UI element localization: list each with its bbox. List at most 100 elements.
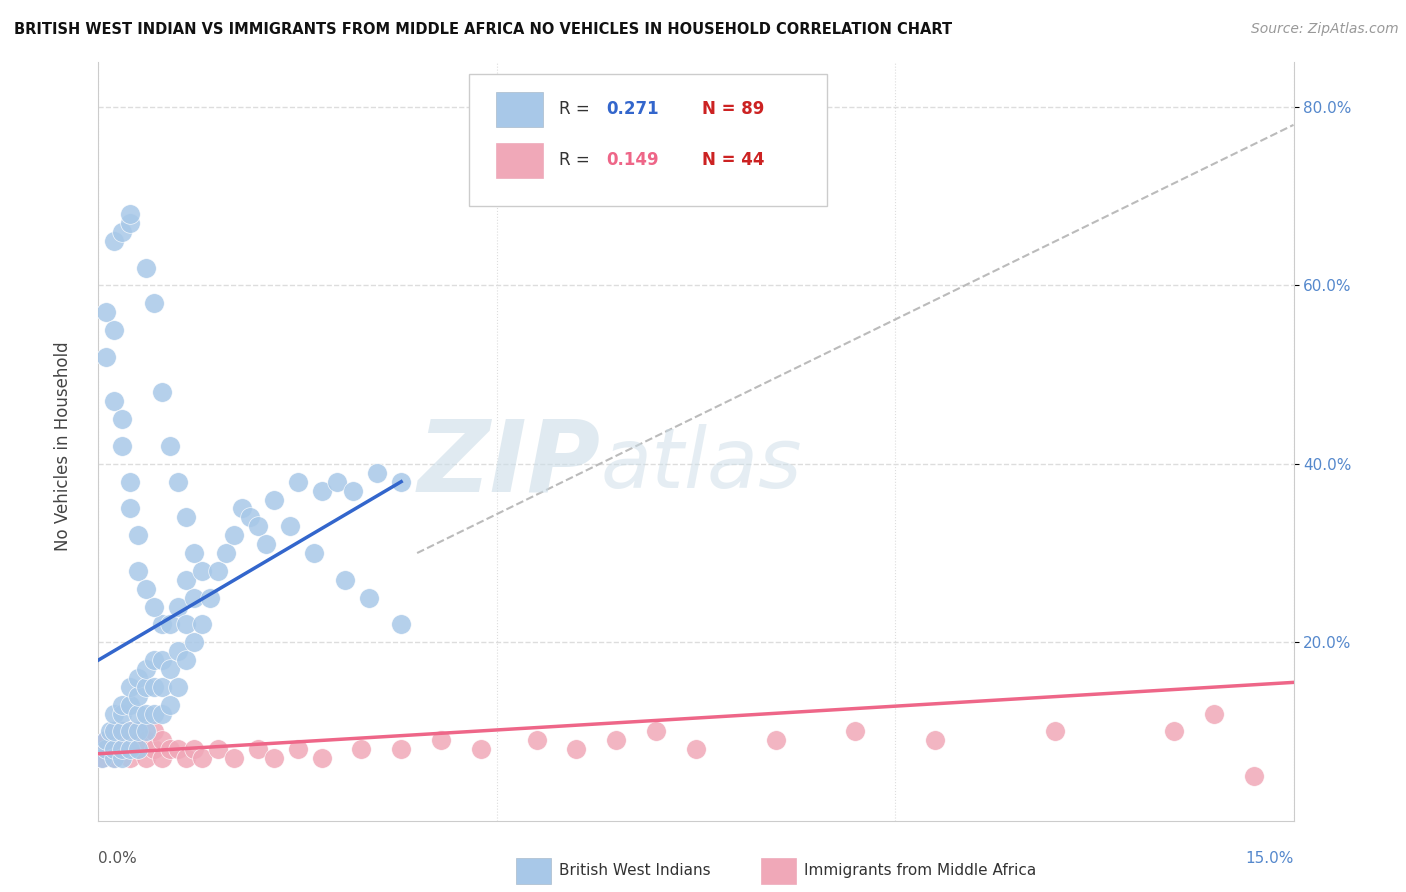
Point [263,492,285,507]
Text: 0.0%: 0.0% [98,851,138,866]
Point [103,724,125,739]
Point [215,546,238,560]
Point [135,733,157,747]
Text: atlas: atlas [600,424,801,505]
Point [287,742,309,756]
Text: 0.149: 0.149 [606,152,659,169]
Point [96,742,118,756]
Point [120,742,142,756]
Point [167,475,190,489]
Point [143,680,166,694]
Point [335,573,357,587]
Point [198,591,221,605]
Point [350,742,373,756]
Text: R =: R = [558,101,595,119]
Point [103,706,125,721]
Point [103,724,125,739]
Point [159,617,181,632]
Point [143,724,166,739]
Text: ZIP: ZIP [418,416,600,513]
Point [143,742,166,756]
Point [150,385,173,400]
Point [127,689,149,703]
Point [127,528,149,542]
FancyBboxPatch shape [496,143,543,178]
Point [96,305,118,319]
Point [159,742,181,756]
Text: N = 44: N = 44 [702,152,765,169]
Text: N = 89: N = 89 [702,101,765,119]
Point [135,724,157,739]
Text: Immigrants from Middle Africa: Immigrants from Middle Africa [804,863,1036,879]
Point [111,412,134,426]
Point [174,751,197,765]
Point [239,510,262,524]
Point [135,260,157,275]
Point [150,706,173,721]
Point [143,653,166,667]
Point [389,475,412,489]
Point [1043,724,1066,739]
Point [183,591,205,605]
Point [222,528,245,542]
Point [120,751,142,765]
Point [135,662,157,676]
Text: BRITISH WEST INDIAN VS IMMIGRANTS FROM MIDDLE AFRICA NO VEHICLES IN HOUSEHOLD CO: BRITISH WEST INDIAN VS IMMIGRANTS FROM M… [14,22,952,37]
Point [183,742,205,756]
Point [174,573,197,587]
Point [103,323,125,337]
Point [150,733,173,747]
Point [96,742,118,756]
Point [150,653,173,667]
Point [183,546,205,560]
Point [111,751,134,765]
Point [222,751,245,765]
Point [924,733,946,747]
Point [191,564,214,578]
Point [191,751,214,765]
Point [167,680,190,694]
Text: 15.0%: 15.0% [1246,851,1294,866]
Text: No Vehicles in Household: No Vehicles in Household [55,341,72,551]
Point [111,742,134,756]
Point [103,751,125,765]
Point [127,742,149,756]
Text: 0.271: 0.271 [606,101,659,119]
Point [159,439,181,453]
Point [159,662,181,676]
Point [207,564,229,578]
Point [389,742,412,756]
Point [120,724,142,739]
Point [765,733,787,747]
Point [135,751,157,765]
Point [127,742,149,756]
Text: R =: R = [558,152,595,169]
Point [207,742,229,756]
Point [120,501,142,516]
Point [96,350,118,364]
Point [174,653,197,667]
Point [366,466,388,480]
Point [127,671,149,685]
Point [263,751,285,765]
Point [143,296,166,310]
Point [167,742,190,756]
Point [120,207,142,221]
FancyBboxPatch shape [761,858,796,884]
Point [150,751,173,765]
Point [311,483,333,498]
Point [127,706,149,721]
Point [254,537,277,551]
Point [111,724,134,739]
Point [120,680,142,694]
Point [120,216,142,230]
Point [342,483,364,498]
Point [191,617,214,632]
Point [111,698,134,712]
Point [159,698,181,712]
Point [150,680,173,694]
Point [1243,769,1265,783]
Point [135,706,157,721]
Point [96,733,118,747]
Point [91,751,114,765]
